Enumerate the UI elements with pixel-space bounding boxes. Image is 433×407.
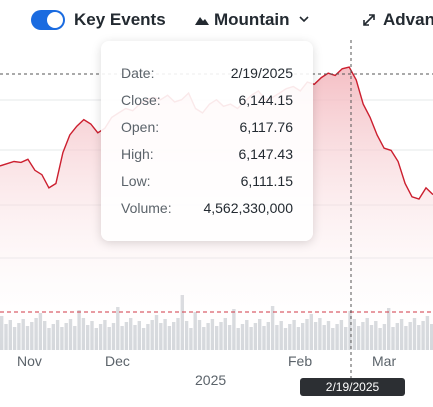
low-label: Low: [121, 173, 151, 189]
close-value: 6,144.15 [238, 92, 294, 108]
x-axis-label-dec: Dec [105, 353, 130, 369]
x-axis-label-nov: Nov [17, 353, 42, 369]
open-value: 6,117.76 [239, 119, 293, 135]
x-axis-label-feb: Feb [288, 353, 313, 369]
crosshair-date-pill: 2/19/2025 [300, 378, 405, 396]
x-axis-label-mar: Mar [372, 353, 397, 369]
toggle-knob [47, 12, 63, 28]
tooltip-close-row: Close: 6,144.15 [121, 92, 293, 112]
open-label: Open: [121, 119, 160, 135]
high-value: 6,147.43 [238, 146, 294, 162]
tooltip-open-row: Open: 6,117.76 [121, 119, 293, 139]
key-events-toggle[interactable] [31, 10, 65, 30]
date-value: 2/19/2025 [230, 65, 293, 81]
chart-toolbar: Key Events Mountain Advan [0, 0, 433, 40]
tooltip-date-row: Date: 2/19/2025 [121, 65, 293, 85]
chart-type-button[interactable]: Mountain [214, 10, 290, 29]
date-label: Date: [121, 65, 155, 81]
volume-label: Volume: [121, 200, 172, 216]
price-tooltip: Date: 2/19/2025 Close: 6,144.15 Open: 6,117… [101, 41, 313, 241]
advanced-chart-button[interactable]: Advan [383, 10, 433, 29]
key-events-label[interactable]: Key Events [74, 10, 166, 29]
volume-value: 4,562,330,000 [203, 200, 293, 216]
chevron-down-icon[interactable] [299, 15, 309, 23]
low-value: 6,111.15 [240, 173, 293, 189]
close-label: Close: [121, 92, 161, 108]
tooltip-low-row: Low: 6,111.15 [121, 173, 293, 193]
high-label: High: [121, 146, 154, 162]
x-axis-year-label: 2025 [195, 372, 227, 388]
tooltip-volume-row: Volume: 4,562,330,000 [121, 200, 293, 220]
expand-icon[interactable] [361, 12, 377, 28]
mountain-icon [195, 17, 209, 25]
tooltip-high-row: High: 6,147.43 [121, 146, 293, 166]
